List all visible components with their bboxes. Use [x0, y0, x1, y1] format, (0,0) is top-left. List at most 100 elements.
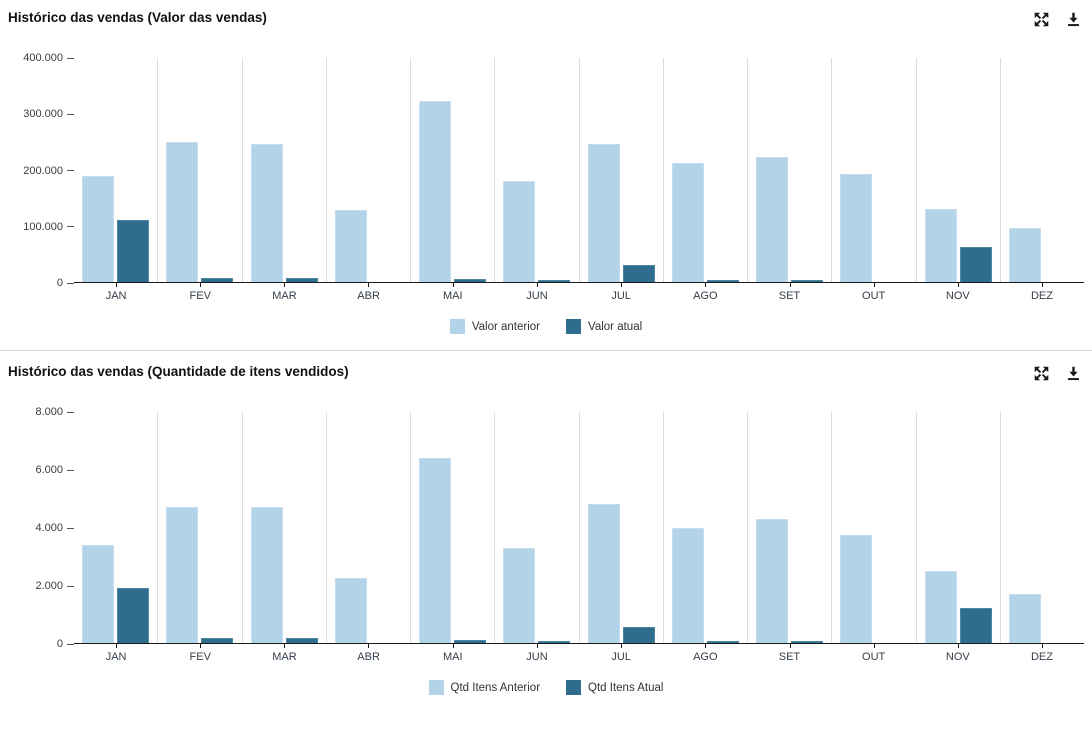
- bar-valor-anterior-abr[interactable]: [334, 210, 367, 282]
- y-axis-tick-label: 4.000: [35, 522, 63, 534]
- bar-valor-anterior-mai[interactable]: [419, 101, 452, 282]
- sales-value-chart-panel: Histórico das vendas (Valor das vendas) …: [0, 0, 1092, 334]
- y-axis: 400.000 300.000 200.000 100.000 0: [8, 52, 74, 289]
- bar-valor-anterior-jun[interactable]: [503, 181, 536, 282]
- bar-qtd-itens-atual-mai[interactable]: [454, 640, 487, 643]
- legend-swatch: [566, 319, 582, 334]
- x-axis-tick-mark: [958, 644, 960, 648]
- x-axis-tick-mark: [284, 644, 286, 648]
- bar-qtd-itens-anterior-jul[interactable]: [587, 504, 620, 643]
- x-axis-label-dez: DEZ: [1030, 651, 1053, 663]
- y-axis-tick-mark: [67, 643, 74, 645]
- bar-valor-anterior-mar[interactable]: [250, 143, 283, 282]
- plot-area: [74, 58, 1084, 287]
- legend: Valor anterior Valor atual: [8, 319, 1084, 334]
- category-group-mar: [243, 412, 327, 648]
- category-group-fev: [158, 58, 243, 287]
- expand-icon[interactable]: [1033, 365, 1050, 382]
- bar-qtd-itens-anterior-fev[interactable]: [166, 507, 199, 643]
- legend-item-qtd-itens-anterior[interactable]: Qtd Itens Anterior: [428, 680, 540, 695]
- bar-qtd-itens-anterior-out[interactable]: [840, 534, 873, 643]
- category-group-nov: [917, 58, 1001, 287]
- category-group-abr: [327, 58, 411, 287]
- category-group-abr: [327, 412, 411, 648]
- legend-item-valor-atual[interactable]: Valor atual: [566, 319, 642, 334]
- category-group-jun: [495, 58, 580, 287]
- bar-qtd-itens-anterior-jun[interactable]: [503, 547, 536, 643]
- category-group-mar: [243, 58, 327, 287]
- plot-area: [74, 412, 1084, 648]
- legend-swatch: [449, 319, 465, 334]
- x-axis-tick-mark: [789, 283, 791, 287]
- y-axis-tick-mark: [67, 226, 74, 228]
- chart-body: 400.000 300.000 200.000 100.000 0: [8, 52, 1084, 289]
- x-axis-label-out: OUT: [862, 651, 886, 663]
- x-axis-tick-mark: [284, 283, 286, 287]
- bar-valor-atual-jul[interactable]: [622, 265, 655, 282]
- bar-valor-anterior-jan[interactable]: [82, 175, 115, 282]
- y-axis-tick: 400.000: [23, 52, 74, 64]
- bar-valor-atual-set[interactable]: [791, 280, 824, 282]
- bar-valor-atual-mar[interactable]: [285, 277, 318, 282]
- bar-valor-atual-mai[interactable]: [454, 279, 487, 282]
- download-icon[interactable]: [1065, 11, 1082, 28]
- bar-qtd-itens-atual-fev[interactable]: [201, 638, 234, 643]
- bar-qtd-itens-atual-nov[interactable]: [959, 608, 992, 643]
- y-axis-tick: 6.000: [35, 464, 74, 476]
- bar-valor-atual-ago[interactable]: [706, 280, 739, 282]
- bar-qtd-itens-atual-ago[interactable]: [706, 640, 739, 643]
- bar-valor-atual-fev[interactable]: [201, 277, 234, 282]
- y-axis-tick-label: 0: [56, 277, 63, 289]
- x-axis-tick-mark: [536, 283, 538, 287]
- y-axis-tick-mark: [67, 411, 74, 413]
- y-axis-tick-label: 8.000: [35, 406, 63, 418]
- category-group-out: [832, 58, 917, 287]
- download-icon[interactable]: [1065, 365, 1082, 382]
- bar-valor-anterior-ago[interactable]: [671, 163, 704, 282]
- x-axis-label-dez: DEZ: [1030, 290, 1053, 302]
- category-group-jan: [74, 412, 159, 648]
- legend: Qtd Itens Anterior Qtd Itens Atual: [8, 680, 1084, 695]
- x-axis-label-nov: NOV: [945, 290, 970, 302]
- legend-label: Valor atual: [588, 320, 643, 333]
- bar-valor-anterior-nov[interactable]: [924, 209, 957, 282]
- bar-valor-anterior-out[interactable]: [840, 174, 873, 282]
- bar-valor-atual-jan[interactable]: [117, 220, 150, 282]
- y-axis-tick-mark: [67, 282, 74, 284]
- bar-valor-anterior-fev[interactable]: [166, 142, 199, 282]
- x-axis-tick-mark: [1042, 644, 1044, 648]
- y-axis-tick-label: 300.000: [23, 108, 63, 121]
- x-axis-label-mai: MAI: [442, 290, 463, 302]
- bar-qtd-itens-atual-jun[interactable]: [538, 640, 571, 643]
- sales-quantity-chart-panel: Histórico das vendas (Quantidade de iten…: [0, 350, 1092, 695]
- bar-qtd-itens-anterior-abr[interactable]: [334, 578, 367, 643]
- legend-label: Valor anterior: [471, 320, 541, 333]
- bar-qtd-itens-anterior-nov[interactable]: [924, 570, 957, 643]
- bar-qtd-itens-anterior-mar[interactable]: [250, 507, 283, 643]
- bar-valor-anterior-jul[interactable]: [587, 143, 620, 282]
- bar-qtd-itens-atual-jul[interactable]: [622, 627, 655, 643]
- bar-qtd-itens-atual-jan[interactable]: [117, 588, 150, 643]
- x-axis-label-jul: JUL: [611, 290, 631, 302]
- bar-valor-atual-nov[interactable]: [959, 247, 992, 282]
- bar-qtd-itens-atual-set[interactable]: [791, 640, 824, 643]
- x-axis-label-jan: JAN: [105, 651, 127, 663]
- bar-qtd-itens-atual-mar[interactable]: [285, 638, 318, 643]
- bar-valor-anterior-set[interactable]: [756, 156, 789, 282]
- bar-valor-anterior-dez[interactable]: [1008, 227, 1041, 282]
- x-axis-label-mar: MAR: [272, 651, 297, 663]
- category-group-ago: [664, 412, 748, 648]
- x-axis-label-jul: JUL: [611, 651, 631, 663]
- expand-icon[interactable]: [1033, 11, 1050, 28]
- x-axis-tick-mark: [536, 644, 538, 648]
- bar-valor-atual-jun[interactable]: [538, 280, 571, 282]
- bar-qtd-itens-anterior-dez[interactable]: [1008, 593, 1041, 643]
- bar-qtd-itens-anterior-mai[interactable]: [419, 458, 452, 643]
- x-axis-tick-mark: [621, 644, 623, 648]
- bar-qtd-itens-anterior-set[interactable]: [756, 518, 789, 643]
- bar-qtd-itens-anterior-ago[interactable]: [671, 527, 704, 643]
- category-group-nov: [917, 412, 1001, 648]
- legend-item-qtd-itens-atual[interactable]: Qtd Itens Atual: [566, 680, 663, 695]
- bar-qtd-itens-anterior-jan[interactable]: [82, 544, 115, 643]
- legend-item-valor-anterior[interactable]: Valor anterior: [449, 319, 541, 334]
